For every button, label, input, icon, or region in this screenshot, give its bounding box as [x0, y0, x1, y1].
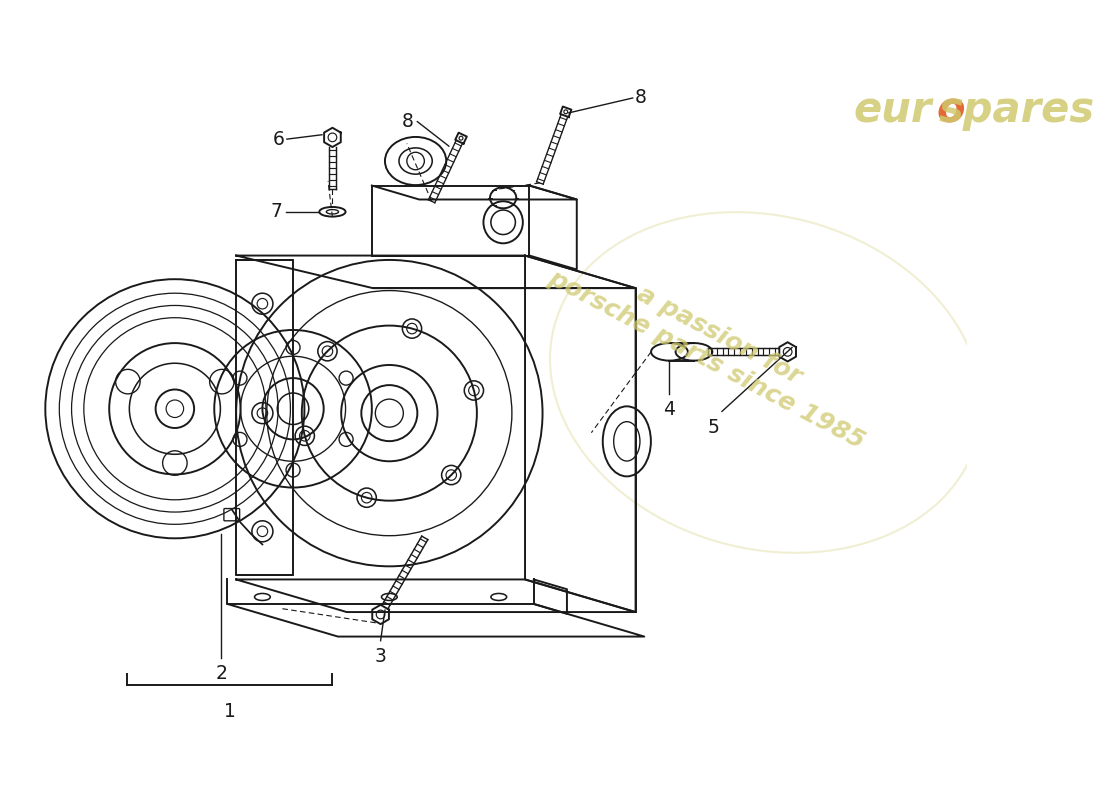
Text: 8: 8: [635, 89, 647, 107]
Text: 8: 8: [402, 112, 414, 131]
Text: 4: 4: [663, 400, 675, 419]
Text: 5: 5: [707, 418, 719, 437]
Text: 7: 7: [271, 202, 283, 222]
Text: 6: 6: [273, 130, 284, 149]
Text: 1: 1: [223, 702, 235, 721]
Text: 3: 3: [375, 647, 386, 666]
Text: a passion for
porsche parts since 1985: a passion for porsche parts since 1985: [544, 242, 882, 454]
Text: spares: spares: [939, 90, 1096, 131]
Text: 2: 2: [216, 664, 228, 683]
Text: eur: eur: [854, 90, 932, 131]
Text: o: o: [936, 90, 965, 131]
